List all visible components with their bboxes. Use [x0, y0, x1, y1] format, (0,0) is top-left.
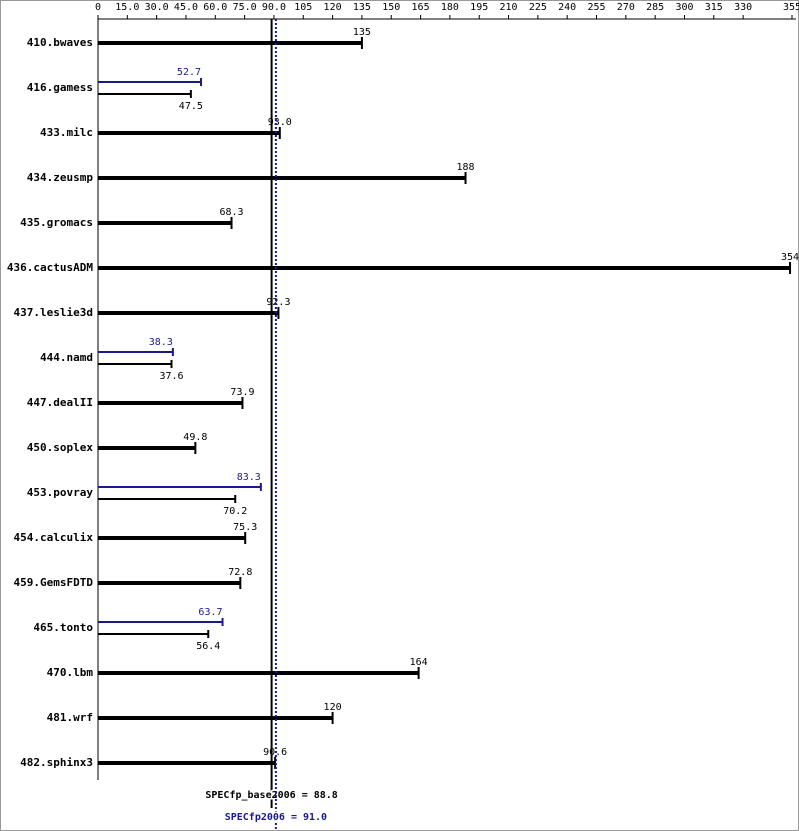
category-label: 410.bwaves [27, 36, 93, 49]
x-tick-label: 60.0 [203, 2, 227, 13]
category-label: 459.GemsFDTD [14, 576, 94, 589]
value-label: 68.3 [219, 207, 243, 218]
x-tick-label: 15.0 [115, 2, 139, 13]
category-label: 444.namd [40, 351, 93, 364]
x-tick-label: 30.0 [145, 2, 169, 13]
value-label: 83.3 [237, 472, 261, 483]
x-tick-label: 180 [441, 2, 459, 13]
x-tick-label: 75.0 [233, 2, 257, 13]
category-label: 433.milc [40, 126, 93, 139]
x-tick-label: 150 [382, 2, 400, 13]
reference-label: SPECfp_base2006 = 88.8 [205, 790, 337, 801]
reference-label: SPECfp2006 = 91.0 [225, 812, 327, 823]
value-label: 120 [324, 702, 342, 713]
category-label: 435.gromacs [20, 216, 93, 229]
category-label: 470.lbm [47, 666, 94, 679]
category-label: 447.dealII [27, 396, 93, 409]
value-label: 93.0 [268, 117, 292, 128]
value-label: 38.3 [149, 337, 173, 348]
x-tick-label: 330 [734, 2, 752, 13]
x-tick-label: 105 [294, 2, 312, 13]
x-tick-label: 355 [783, 2, 799, 13]
x-tick-label: 210 [500, 2, 518, 13]
x-tick-label: 270 [617, 2, 635, 13]
category-label: 437.leslie3d [14, 306, 93, 319]
category-label: 416.gamess [27, 81, 93, 94]
category-label: 454.calculix [14, 531, 94, 544]
x-tick-label: 240 [558, 2, 576, 13]
x-tick-label: 135 [353, 2, 371, 13]
category-label: 465.tonto [33, 621, 93, 634]
value-label: 135 [353, 27, 371, 38]
value-label: 63.7 [198, 607, 222, 618]
x-tick-label: 120 [324, 2, 342, 13]
x-tick-label: 0 [95, 2, 101, 13]
category-label: 450.soplex [27, 441, 94, 454]
category-label: 436.cactusADM [7, 261, 93, 274]
value-label: 164 [410, 657, 428, 668]
x-tick-label: 45.0 [174, 2, 198, 13]
x-tick-label: 225 [529, 2, 547, 13]
value-label: 75.3 [233, 522, 257, 533]
value-label: 92.3 [266, 297, 290, 308]
x-tick-label: 195 [470, 2, 488, 13]
x-tick-label: 165 [412, 2, 430, 13]
category-label: 453.povray [27, 486, 94, 499]
x-tick-label: 300 [675, 2, 693, 13]
category-label: 482.sphinx3 [20, 756, 93, 769]
value-label: 37.6 [159, 371, 183, 382]
x-tick-label: 285 [646, 2, 664, 13]
value-label: 73.9 [230, 387, 254, 398]
value-label: 52.7 [177, 67, 201, 78]
value-label: 49.8 [183, 432, 207, 443]
value-label: 188 [456, 162, 474, 173]
value-label: 72.8 [228, 567, 252, 578]
category-label: 481.wrf [47, 711, 93, 724]
value-label: 354 [781, 252, 799, 263]
x-tick-label: 315 [705, 2, 723, 13]
value-label: 70.2 [223, 506, 247, 517]
x-tick-label: 255 [587, 2, 605, 13]
x-tick-label: 90.0 [262, 2, 286, 13]
value-label: 56.4 [196, 641, 220, 652]
value-label: 47.5 [179, 101, 203, 112]
category-label: 434.zeusmp [27, 171, 94, 184]
